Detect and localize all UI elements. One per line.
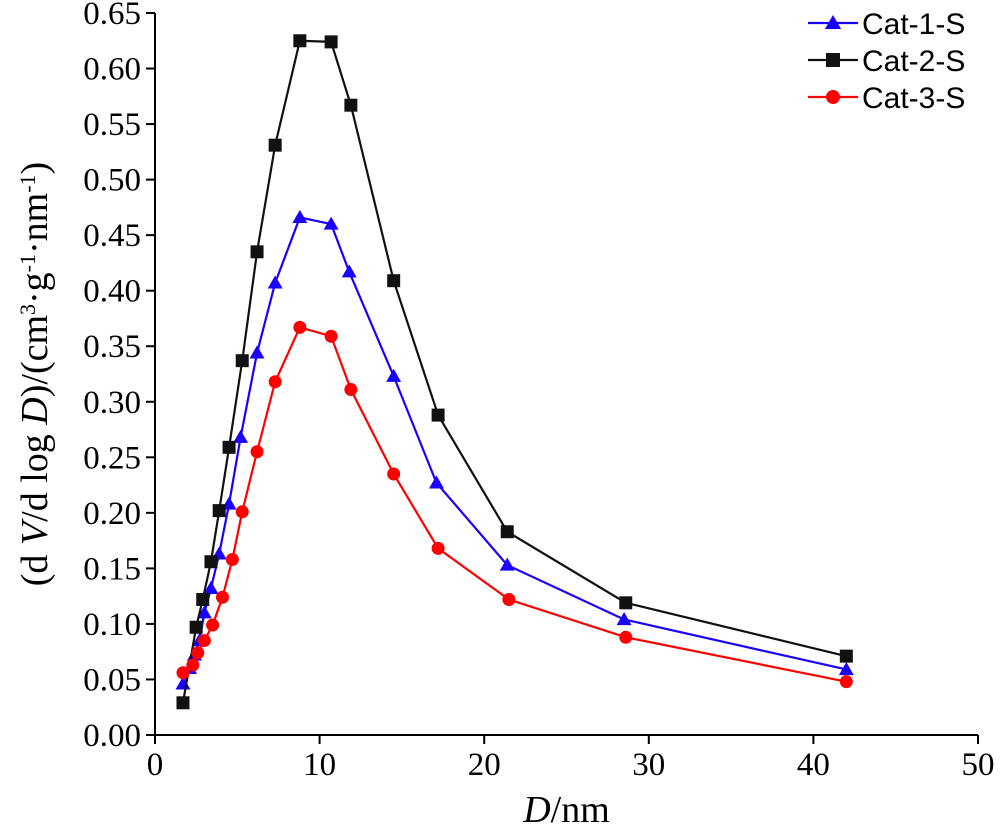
data-point-cat-3-s xyxy=(197,634,211,648)
y-tick-label: 0.20 xyxy=(83,496,141,532)
data-point-cat-3-s xyxy=(186,658,200,672)
data-point-cat-2-s xyxy=(344,98,358,112)
y-tick-label: 0.65 xyxy=(83,0,141,32)
data-point-cat-2-s xyxy=(500,525,514,539)
data-point-cat-3-s xyxy=(206,618,220,632)
x-axis-title: D/nm xyxy=(522,789,610,831)
y-tick-label: 0.40 xyxy=(83,274,141,310)
legend-label-cat-1-s: Cat-1-S xyxy=(862,8,965,41)
data-point-cat-3-s xyxy=(191,646,205,660)
data-point-cat-1-s xyxy=(292,209,308,223)
legend-label-cat-3-s: Cat-3-S xyxy=(862,82,965,115)
data-point-cat-2-s xyxy=(293,34,307,48)
data-point-cat-3-s xyxy=(176,666,190,680)
data-point-cat-3-s xyxy=(250,445,264,459)
y-tick-label: 0.10 xyxy=(83,607,141,643)
y-tick-label: 0.55 xyxy=(83,107,141,143)
y-tick-label: 0.05 xyxy=(83,662,141,698)
legend: Cat-1-S Cat-2-S Cat-3-S xyxy=(808,8,965,115)
data-point-cat-3-s xyxy=(215,590,229,604)
axes xyxy=(154,13,978,736)
data-point-cat-2-s xyxy=(324,35,338,49)
data-point-cat-3-s xyxy=(839,675,853,689)
ticks: 0 10 20 30 40 50 0.00 0.05 0.10 0.15 0.20 0.25 0.30 0… xyxy=(83,0,994,783)
series-cat-1-s xyxy=(175,209,854,690)
data-point-cat-2-s xyxy=(176,696,190,710)
legend-item-cat-1-s: Cat-1-S xyxy=(808,8,965,41)
data-point-cat-3-s xyxy=(268,375,282,389)
x-tick-label: 20 xyxy=(468,747,501,783)
x-tick-label: 50 xyxy=(962,747,995,783)
legend-item-cat-2-s: Cat-2-S xyxy=(808,45,965,78)
data-point-cat-2-s xyxy=(431,408,445,422)
data-point-cat-3-s xyxy=(235,505,249,519)
data-point-cat-3-s xyxy=(293,320,307,334)
y-tick-label: 0.15 xyxy=(83,551,141,587)
data-point-cat-1-s xyxy=(323,216,339,230)
series-cat-2-s xyxy=(176,34,853,710)
data-point-cat-3-s xyxy=(431,541,445,555)
x-tick-label: 0 xyxy=(147,747,164,783)
y-tick-label: 0.00 xyxy=(83,718,141,754)
data-point-cat-1-s xyxy=(616,612,632,626)
data-point-cat-2-s xyxy=(189,620,203,634)
legend-label-cat-2-s: Cat-2-S xyxy=(862,45,965,78)
y-tick-label: 0.45 xyxy=(83,218,141,254)
data-point-cat-1-s xyxy=(203,580,219,594)
y-tick-label: 0.50 xyxy=(83,163,141,199)
series-cat-3-s xyxy=(176,320,853,689)
data-point-cat-2-s xyxy=(204,555,218,569)
series-line-cat-1-s xyxy=(181,216,847,685)
data-point-cat-3-s xyxy=(324,329,338,343)
data-point-cat-1-s xyxy=(341,264,357,278)
x-tick-label: 40 xyxy=(797,747,830,783)
y-tick-label: 0.25 xyxy=(83,440,141,476)
data-point-cat-2-s xyxy=(250,245,264,259)
data-point-cat-1-s xyxy=(838,661,854,676)
data-point-cat-1-s xyxy=(386,368,402,382)
data-point-cat-3-s xyxy=(225,552,239,566)
x-tick-label: 10 xyxy=(303,747,336,783)
x-tick-label: 30 xyxy=(632,747,665,783)
data-point-cat-3-s xyxy=(344,383,358,397)
series-line-cat-2-s xyxy=(181,39,847,703)
data-point-cat-1-s xyxy=(196,605,212,619)
legend-marker-cat-3-s xyxy=(826,90,840,104)
y-tick-label: 0.35 xyxy=(83,329,141,365)
data-point-cat-2-s xyxy=(196,592,210,606)
series-line-cat-3-s xyxy=(182,326,847,683)
y-tick-label: 0.60 xyxy=(83,52,141,88)
y-axis-title: (d V/d log D)/(cm3·g-1·nm-1) xyxy=(14,162,56,586)
data-point-cat-1-s xyxy=(249,345,265,359)
data-point-cat-2-s xyxy=(619,596,633,610)
data-point-cat-2-s xyxy=(212,504,226,518)
data-point-cat-1-s xyxy=(428,475,444,489)
legend-marker-cat-2-s xyxy=(826,53,840,67)
data-point-cat-3-s xyxy=(502,592,516,606)
series-layer xyxy=(175,34,854,710)
data-point-cat-1-s xyxy=(267,275,283,289)
legend-item-cat-3-s: Cat-3-S xyxy=(808,82,965,115)
data-point-cat-1-s xyxy=(233,429,249,443)
data-point-cat-2-s xyxy=(387,274,401,288)
data-point-cat-2-s xyxy=(222,440,236,454)
data-point-cat-3-s xyxy=(619,630,633,644)
y-tick-label: 0.30 xyxy=(83,385,141,421)
data-point-cat-2-s xyxy=(839,649,853,663)
data-point-cat-3-s xyxy=(387,467,401,481)
data-point-cat-1-s xyxy=(499,557,515,571)
legend-marker-cat-1-s xyxy=(824,14,842,30)
data-point-cat-2-s xyxy=(268,138,282,152)
data-point-cat-2-s xyxy=(235,354,249,368)
